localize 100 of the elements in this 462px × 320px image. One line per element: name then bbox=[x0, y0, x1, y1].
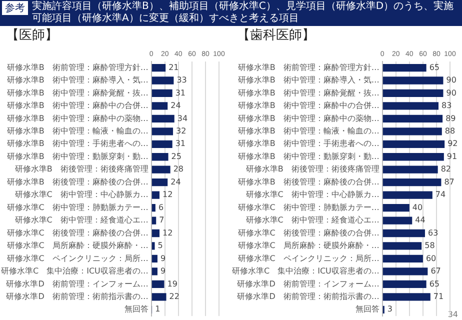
y-tick-label: 研修水準C 術中管理：中心静脈カ… bbox=[14, 190, 148, 200]
bar bbox=[152, 114, 174, 123]
bar bbox=[382, 204, 410, 212]
bar bbox=[152, 166, 170, 174]
data-label: 28 bbox=[173, 164, 184, 174]
data-label: 31 bbox=[175, 139, 186, 148]
data-label: 88 bbox=[444, 126, 456, 136]
y-tick-label: 研修水準B 術後管理：術後疼痛管理 bbox=[14, 164, 148, 174]
data-label: 71 bbox=[433, 292, 444, 301]
y-tick-label: 研修水準C 局所麻酔：硬膜外麻酔・… bbox=[6, 241, 148, 250]
y-tick-label: 研修水準B 術中管理：麻酔導入・気… bbox=[238, 76, 380, 85]
data-label: 5 bbox=[158, 241, 163, 250]
bar bbox=[152, 204, 156, 212]
data-label: 12 bbox=[162, 228, 173, 238]
data-label: 34 bbox=[177, 114, 188, 123]
data-label: 9 bbox=[160, 254, 166, 263]
y-tick-label: 研修水準B 術中管理：輸液・輸血の… bbox=[238, 126, 380, 136]
data-label: 83 bbox=[442, 101, 452, 110]
text: 【歯科医師】 bbox=[236, 27, 316, 45]
y-tick-label: 研修水準C 術中管理：肺動脈カテー… bbox=[238, 202, 380, 212]
data-label: 12 bbox=[162, 190, 173, 200]
y-tick-label: 研修水準C ペインクリニック：局所… bbox=[238, 254, 380, 263]
y-tick-label: 研修水準B 術前管理：麻酔管理方針… bbox=[6, 62, 148, 72]
data-label: 22 bbox=[169, 292, 180, 301]
y-tick-label: 無回答 bbox=[355, 304, 380, 314]
y-tick-label: 研修水準B 術中管理：麻酔中の合併… bbox=[238, 101, 380, 110]
bar bbox=[382, 153, 444, 161]
data-label: 32 bbox=[176, 126, 186, 136]
y-tick-label: 研修水準D 術前管理：インフォーム… bbox=[237, 279, 380, 288]
y-tick-label: 研修水準C 術中管理：経食道心エ… bbox=[14, 216, 148, 225]
data-label: 24 bbox=[170, 177, 181, 186]
y-tick-label: 研修水準B 術後管理：麻酔後の合併… bbox=[6, 177, 148, 186]
y-tick-label: 研修水準B 術中管理：動脈穿刺・動… bbox=[238, 152, 380, 161]
bar bbox=[152, 178, 168, 186]
data-label: 92 bbox=[448, 139, 458, 148]
y-tick-label: 研修水準B 術中管理：麻酔導入・気… bbox=[6, 76, 148, 85]
y-tick-label: 研修水準C 術中管理：中心静脈カ… bbox=[246, 190, 380, 200]
text: 実施許容項目（研修水準B）、補助項目（研修水準C）、見学項目（研修水準D）のうち、実施可能項目（研修水準A）に変更（緩和）すべきと考える項目 bbox=[32, 1, 455, 25]
data-label: 65 bbox=[429, 62, 440, 72]
y-tick-label: 研修水準B 術中管理：麻酔覚醒・抜… bbox=[238, 88, 380, 98]
data-label: 82 bbox=[440, 164, 452, 174]
bar bbox=[152, 140, 172, 148]
y-tick-label: 研修水準B 術前管理：麻酔管理方針… bbox=[238, 62, 380, 72]
data-label: 90 bbox=[446, 88, 456, 98]
y-tick-label: 研修水準B 術中管理：輸液・輸血の… bbox=[6, 126, 148, 136]
bar bbox=[152, 191, 160, 199]
y-tick-label: 研修水準C 集中治療：ICU収容患者の… bbox=[0, 266, 148, 276]
data-label: 67 bbox=[430, 266, 441, 276]
data-label: 24 bbox=[170, 101, 181, 110]
bar bbox=[382, 216, 412, 224]
data-label: 25 bbox=[171, 152, 182, 161]
bar bbox=[152, 102, 168, 110]
bar bbox=[382, 128, 442, 136]
bar bbox=[382, 89, 444, 98]
bar bbox=[382, 293, 430, 301]
y-tick-label: 研修水準B 術中管理：動脈穿刺・動… bbox=[6, 152, 148, 161]
y-tick-label: 研修水準B 術後管理：術後疼痛管理 bbox=[246, 164, 380, 174]
bar bbox=[382, 280, 426, 288]
bar bbox=[382, 191, 432, 199]
bar bbox=[152, 89, 172, 98]
data-label: 58 bbox=[424, 241, 435, 250]
data-label: 44 bbox=[415, 216, 426, 225]
data-label: 91 bbox=[446, 152, 458, 161]
bar bbox=[382, 102, 439, 110]
bar bbox=[152, 64, 166, 72]
bar bbox=[152, 216, 156, 224]
y-tick-label: 研修水準C 術中管理：経食道心エ… bbox=[246, 216, 380, 225]
bar bbox=[152, 268, 158, 276]
bar bbox=[382, 242, 422, 250]
y-tick-label: 研修水準B 術中管理：麻酔中の薬物… bbox=[238, 114, 380, 123]
y-tick-label: 研修水準C ペインクリニック：局所… bbox=[6, 254, 148, 263]
bar bbox=[152, 229, 160, 238]
data-label: 60 bbox=[426, 254, 436, 263]
bar bbox=[382, 268, 428, 276]
bar bbox=[152, 153, 168, 161]
data-label: 90 bbox=[446, 76, 456, 85]
data-label: 40 bbox=[412, 202, 423, 212]
data-label: 31 bbox=[175, 88, 186, 98]
data-label: 7 bbox=[159, 216, 164, 225]
bar bbox=[382, 114, 443, 123]
data-label: 9 bbox=[160, 266, 166, 276]
text: 【医師】 bbox=[5, 27, 59, 45]
data-label: 6 bbox=[158, 202, 164, 212]
bar bbox=[152, 76, 174, 84]
bar bbox=[382, 140, 445, 148]
data-label: 65 bbox=[429, 279, 440, 288]
data-label: 1 bbox=[155, 304, 160, 314]
bar bbox=[152, 280, 164, 288]
y-tick-label: 研修水準B 術後管理：麻酔後の合併… bbox=[238, 177, 380, 186]
y-tick-label: 研修水準B 術中管理：手術患者への… bbox=[6, 139, 148, 148]
data-label: 74 bbox=[435, 190, 446, 200]
y-tick-label: 研修水準C 術後管理：麻酔後の合併… bbox=[6, 228, 148, 238]
y-tick-label: 研修水準B 術中管理：麻酔中の合併… bbox=[6, 101, 148, 110]
y-tick-label: 無回答 bbox=[124, 304, 148, 314]
y-tick-label: 研修水準D 術前管理：術前指示書の… bbox=[237, 292, 380, 301]
y-tick-label: 研修水準B 術中管理：手術患者への… bbox=[238, 139, 380, 148]
y-tick-label: 研修水準C 術後管理：麻酔後の合併… bbox=[238, 228, 380, 238]
bar bbox=[152, 254, 158, 263]
data-label: 89 bbox=[446, 114, 456, 123]
text: 参考 bbox=[2, 1, 28, 15]
